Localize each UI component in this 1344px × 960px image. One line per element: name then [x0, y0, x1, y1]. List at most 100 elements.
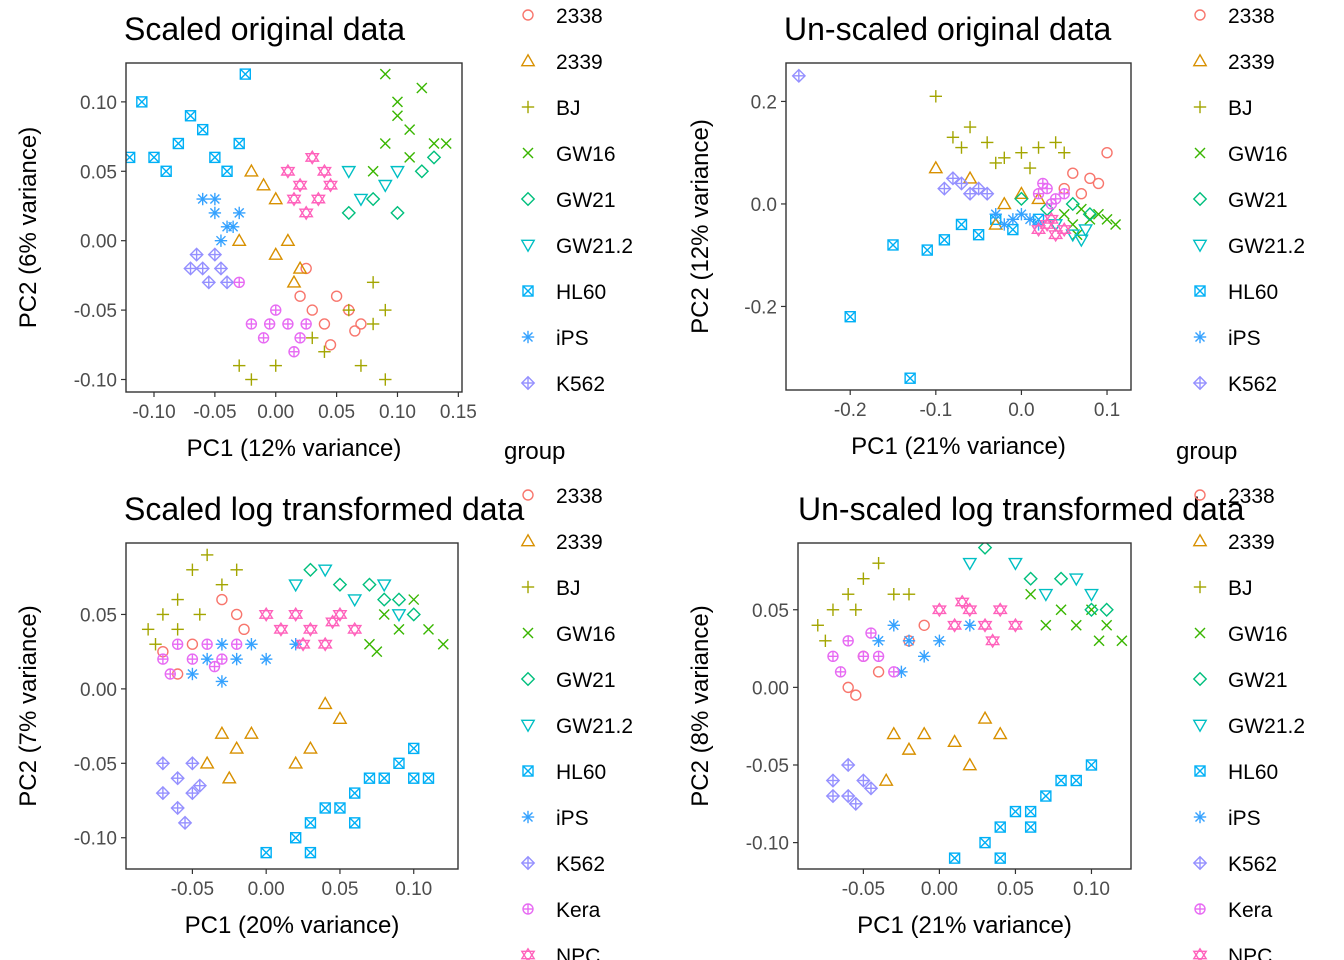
point-2339 [256, 177, 271, 191]
y-tick-label: 0.00 [80, 680, 117, 701]
point-gw21-2 [962, 557, 978, 571]
point-2339 [962, 757, 978, 771]
point-hl60 [100, 139, 110, 149]
point-2339 [280, 233, 296, 247]
y-tick-label: 0.2 [751, 92, 777, 113]
point-hl60 [1007, 223, 1019, 236]
point-bj [342, 303, 355, 317]
y-tick-label: 0.00 [752, 678, 789, 699]
x-axis-label: PC1 (20% variance) [185, 912, 400, 939]
legend-label-2338: 2338 [1228, 485, 1275, 508]
point-k562 [185, 756, 200, 771]
legend-label-gw16: GW16 [556, 143, 616, 166]
point-2339 [977, 710, 993, 724]
x-tick-label: 0.10 [1073, 879, 1110, 900]
point-gw21-2 [377, 179, 393, 193]
x-tick-label: -0.05 [193, 402, 236, 423]
point-npc [1043, 211, 1059, 227]
legend-label-ips: iPS [556, 327, 589, 350]
point-2339 [214, 725, 230, 739]
legend-key-2338 [522, 9, 534, 21]
point-hl60 [378, 772, 390, 784]
point-hl60 [994, 852, 1006, 864]
point-gw21-2 [317, 564, 333, 578]
chart-title: Scaled log transformed data [124, 491, 524, 527]
point-kera [216, 653, 228, 665]
point-2338 [230, 608, 243, 621]
point-gw21-2 [1008, 557, 1023, 571]
point-bj [200, 548, 214, 562]
point-gw21-2 [1038, 588, 1054, 602]
point-2339 [292, 260, 308, 274]
point-bj [141, 623, 155, 636]
point-hl60 [334, 802, 346, 814]
point-hl60 [304, 817, 317, 829]
y-tick-label: -0.05 [74, 301, 117, 322]
point-hl60 [408, 742, 420, 755]
x-tick-label: -0.05 [842, 879, 885, 900]
legend-key-2338 [1194, 489, 1206, 501]
point-2339 [332, 711, 348, 725]
legend-key-gw21 [520, 191, 536, 207]
legend-key-bj [521, 580, 535, 594]
point-hl60 [1085, 759, 1098, 771]
point-gw21-2 [347, 594, 363, 608]
legend-label-2338: 2338 [556, 5, 603, 28]
point-k562 [856, 773, 871, 788]
legend-key-k562 [1192, 855, 1208, 871]
legend-key-gw21 [1192, 191, 1208, 207]
point-npc [947, 617, 963, 633]
point-bj [171, 593, 184, 606]
y-axis-label: PC2 (12% variance) [687, 119, 714, 334]
point-bj [955, 141, 968, 154]
data-points [141, 548, 449, 859]
legend-label-k562: K562 [1228, 853, 1277, 876]
point-k562 [155, 785, 171, 801]
point-kera [1045, 198, 1058, 210]
legend-label-gw16: GW16 [1228, 623, 1288, 646]
point-hl60 [1024, 805, 1037, 818]
point-k562 [155, 756, 171, 771]
point-npc [304, 149, 320, 165]
point-k562 [954, 176, 969, 191]
point-kera [270, 304, 282, 316]
x-tick-label: 0.05 [321, 879, 358, 900]
point-npc [317, 636, 333, 652]
legend-key-gw21 [1192, 671, 1208, 687]
point-2338 [1101, 146, 1113, 159]
point-gw16 [367, 165, 379, 177]
point-gw16 [404, 124, 416, 136]
point-ips [289, 638, 302, 651]
point-hl60 [363, 772, 376, 784]
legend-key-ips [521, 330, 535, 344]
point-npc [1007, 617, 1023, 633]
point-2338 [238, 623, 250, 636]
legend-label-ips: iPS [556, 807, 589, 830]
x-tick-label: -0.1 [919, 400, 952, 421]
point-kera [257, 332, 270, 344]
point-bj [149, 638, 162, 651]
point-2339 [303, 740, 318, 754]
point-2338 [216, 593, 228, 606]
point-npc [286, 191, 302, 207]
point-bj [1015, 146, 1028, 159]
point-hl60 [948, 852, 961, 864]
legend-key-bj [1193, 100, 1207, 114]
legend-label-gw21: GW21 [1228, 669, 1288, 692]
point-ips [230, 652, 243, 666]
x-axis-label: PC1 (21% variance) [851, 433, 1066, 460]
point-2339 [286, 274, 302, 288]
x-tick-label: 0.10 [395, 879, 432, 900]
legend-title: group [504, 438, 565, 465]
point-2338 [850, 689, 862, 701]
point-bj [1058, 146, 1071, 159]
point-2339 [288, 755, 304, 769]
point-kera [288, 346, 300, 358]
point-ips [208, 192, 222, 206]
point-npc [977, 617, 993, 633]
point-2339 [962, 170, 978, 184]
point-k562 [170, 800, 185, 816]
legend-key-gw16 [522, 147, 534, 159]
point-npc [302, 621, 318, 637]
